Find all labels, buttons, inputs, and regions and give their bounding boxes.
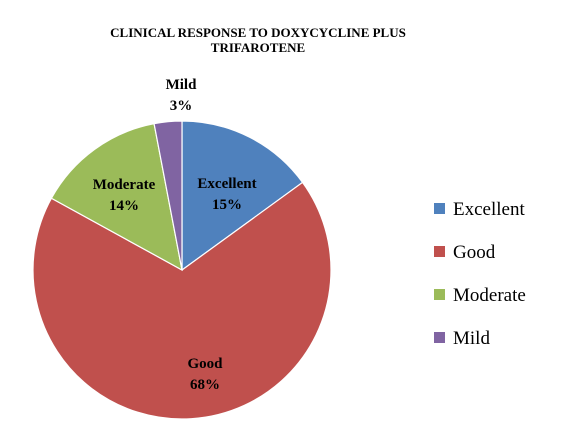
pie-slice-excellent — [181, 120, 304, 272]
data-label-name-mild: Mild — [166, 77, 197, 93]
pie-slices — [32, 120, 332, 420]
data-label-value-excellent: 15% — [212, 197, 242, 213]
legend: Excellent Good Moderate Mild — [434, 199, 526, 349]
chart-title-line-2: TRIFAROTENE — [211, 40, 305, 55]
data-label-value-good: 68% — [190, 377, 220, 393]
pie-data-labels: Excellent 15% Good 68% Moderate 14% Mild 3% — [93, 77, 257, 393]
legend-swatch-good — [434, 246, 445, 257]
data-label-name-moderate: Moderate — [93, 177, 156, 193]
legend-label-good: Good — [453, 242, 496, 263]
data-label-value-mild: 3% — [170, 98, 193, 114]
legend-swatch-excellent — [434, 203, 445, 214]
legend-swatch-mild — [434, 332, 445, 343]
legend-label-excellent: Excellent — [453, 199, 525, 220]
data-label-name-excellent: Excellent — [197, 176, 256, 192]
legend-swatch-moderate — [434, 289, 445, 300]
data-label-value-moderate: 14% — [109, 198, 139, 214]
pie-slice-mild — [153, 120, 183, 271]
legend-label-moderate: Moderate — [453, 285, 526, 306]
legend-label-mild: Mild — [453, 328, 490, 349]
pie-slice-good — [32, 181, 332, 420]
pie-slice-moderate — [50, 122, 183, 272]
data-label-name-good: Good — [187, 356, 223, 372]
chart-title-line-1: CLINICAL RESPONSE TO DOXYCYCLINE PLUS — [110, 25, 406, 40]
